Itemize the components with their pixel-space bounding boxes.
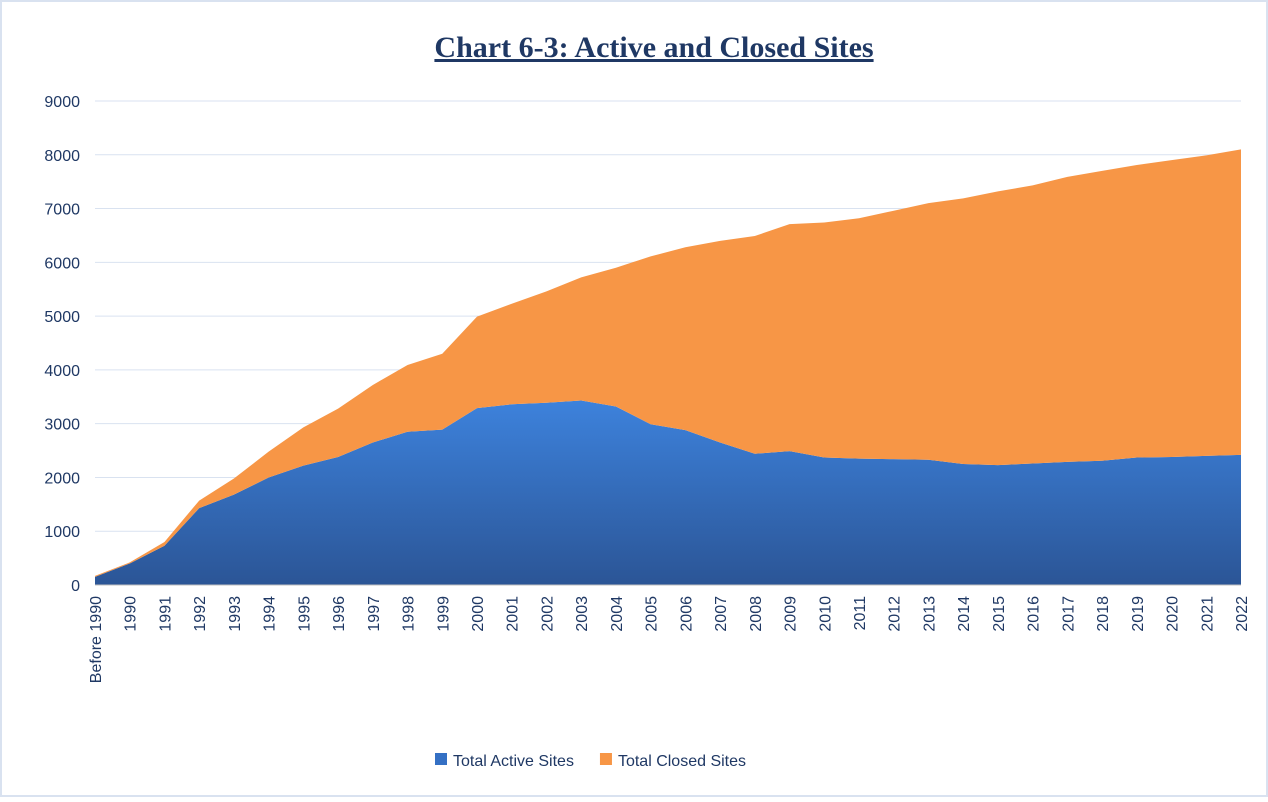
x-tick-label: 2002 [539, 596, 556, 632]
legend-swatch [599, 753, 612, 765]
x-tick-label: 2005 [644, 596, 661, 632]
x-tick-label: 1990 [123, 596, 140, 632]
y-tick-label: 7000 [44, 202, 80, 219]
x-tick-label: 2011 [852, 596, 869, 631]
x-tick-label: 2009 [783, 596, 800, 632]
x-tick-label: 2021 [1199, 596, 1216, 632]
x-tick-label: 1996 [331, 596, 348, 632]
y-tick-label: 5000 [44, 309, 80, 326]
legend-swatch [435, 753, 447, 765]
y-tick-label: 2000 [44, 470, 80, 487]
x-tick-label: 1998 [401, 596, 418, 632]
x-tick-label: 2018 [1095, 596, 1112, 632]
y-tick-label: 3000 [44, 417, 80, 434]
x-tick-label: 2007 [713, 596, 730, 632]
x-tick-label: 2012 [887, 596, 904, 632]
x-tick-label: 1992 [192, 596, 209, 632]
legend-label: Total Closed Sites [618, 753, 746, 770]
x-tick-label: 2000 [470, 596, 487, 632]
x-tick-label: 1991 [157, 596, 174, 632]
chart-title: Chart 6-3: Active and Closed Sites [434, 31, 873, 64]
x-tick-label: 2013 [921, 596, 938, 632]
x-tick-label: 1999 [435, 596, 452, 632]
y-tick-label: 8000 [44, 148, 80, 165]
y-tick-label: 4000 [44, 363, 80, 380]
x-tick-label: 2015 [991, 596, 1008, 632]
x-tick-label: 2019 [1130, 596, 1147, 632]
x-tick-label: 2003 [574, 596, 591, 632]
legend-label: Total Active Sites [453, 753, 574, 770]
x-tick-label: 2020 [1165, 596, 1182, 632]
x-tick-label: 1994 [262, 596, 279, 632]
x-tick-label: 2010 [817, 596, 834, 632]
x-tick-label: 2006 [678, 596, 695, 632]
x-tick-label: 2022 [1234, 596, 1251, 632]
x-tick-label: 1997 [366, 596, 383, 632]
area [95, 149, 1241, 577]
x-tick-label: 2004 [609, 596, 626, 632]
x-tick-label: Before 1990 [88, 596, 105, 683]
area [95, 400, 1241, 585]
x-tick-label: 2016 [1026, 596, 1043, 632]
x-tick-label: 2001 [505, 596, 522, 632]
x-tick-label: 2008 [748, 596, 765, 632]
x-tick-label: 1993 [227, 596, 244, 632]
x-tick-label: 2017 [1060, 596, 1077, 632]
y-tick-label: 6000 [44, 255, 80, 272]
y-tick-label: 9000 [44, 94, 80, 111]
x-tick-label: 1995 [296, 596, 313, 632]
y-tick-label: 1000 [44, 524, 80, 541]
y-tick-label: 0 [71, 578, 80, 595]
x-tick-label: 2014 [956, 596, 973, 632]
